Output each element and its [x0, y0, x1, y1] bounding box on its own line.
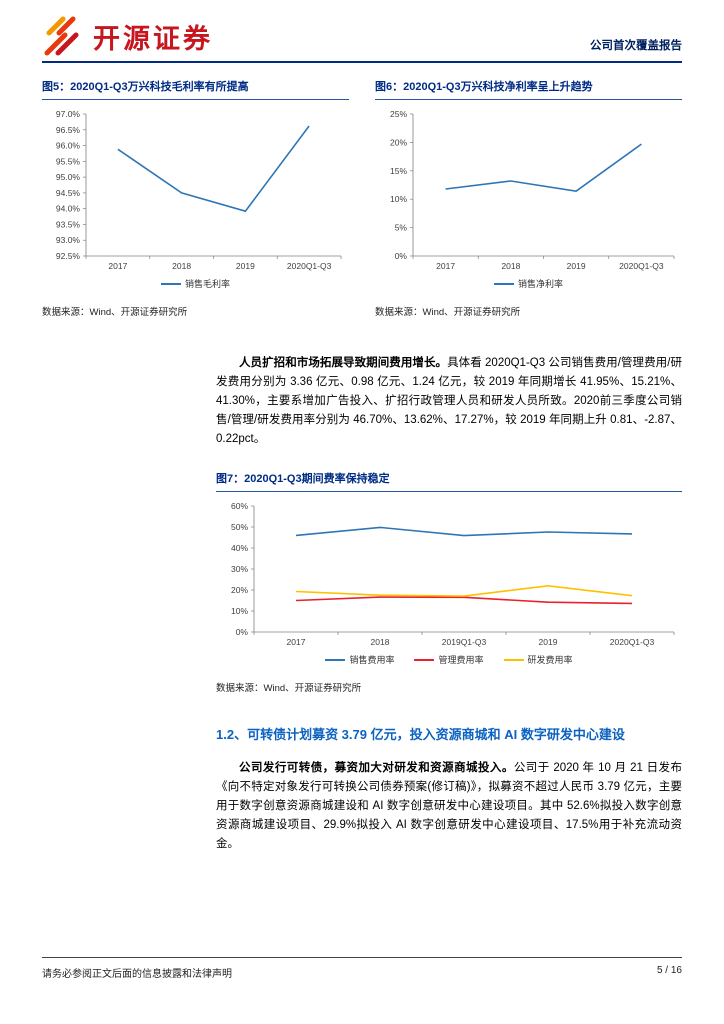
svg-text:2018: 2018 [501, 261, 520, 271]
svg-text:5%: 5% [395, 223, 408, 233]
svg-text:96.0%: 96.0% [56, 141, 81, 151]
paragraph-expenses: 人员扩招和市场拓展导致期间费用增长。具体看 2020Q1-Q3 公司销售费用/管… [216, 354, 682, 449]
footer-disclaimer: 请务必参阅正文后面的信息披露和法律声明 [42, 969, 232, 980]
paragraph-convertible-bond-lead: 公司发行可转债，募资加大对研发和资源商城投入。 [239, 762, 514, 774]
section-title-1-2: 1.2、可转债计划募资 3.79 亿元，投入资源商城和 AI 数字研发中心建设 [216, 727, 625, 742]
legend-item: 销售毛利率 [160, 277, 230, 290]
svg-text:25%: 25% [390, 109, 407, 119]
logo-text: 开源证券 [93, 23, 213, 54]
legend-label: 销售毛利率 [184, 279, 230, 289]
svg-text:94.5%: 94.5% [56, 188, 81, 198]
svg-text:2019Q1-Q3: 2019Q1-Q3 [442, 637, 487, 647]
svg-text:93.5%: 93.5% [56, 219, 81, 229]
figure-6-title: 图6：2020Q1-Q3万兴科技净利率呈上升趋势 [375, 75, 682, 100]
legend-marker [325, 658, 346, 661]
paragraph-expenses-text: 具体看 2020Q1-Q3 公司销售费用/管理费用/研发费用分别为 3.36 亿… [216, 357, 682, 445]
page-footer: 请务必参阅正文后面的信息披露和法律声明 5 / 16 [42, 957, 682, 980]
paragraph-expenses-lead: 人员扩招和市场拓展导致期间费用增长。 [239, 357, 448, 369]
header-rule [42, 61, 682, 63]
svg-text:2019: 2019 [236, 261, 255, 271]
svg-text:2020Q1-Q3: 2020Q1-Q3 [619, 261, 664, 271]
svg-text:20%: 20% [231, 585, 248, 595]
svg-text:10%: 10% [231, 606, 248, 616]
paragraph-convertible-bond: 公司发行可转债，募资加大对研发和资源商城投入。公司于 2020 年 10 月 2… [216, 759, 682, 854]
figure-7-title: 图7：2020Q1-Q3期间费率保持稳定 [216, 467, 682, 492]
page-header: 开源证券 公司首次覆盖报告 [42, 16, 682, 56]
svg-text:2018: 2018 [172, 261, 191, 271]
figure-7-source: 数据来源：Wind、开源证券研究所 [216, 683, 362, 694]
charts-row: 图5：2020Q1-Q3万兴科技毛利率有所提高 92.5% 93.0% 93.5% 9… [42, 75, 682, 318]
logo: 开源证券 [42, 16, 213, 56]
figure-7-chart: 0% 10% 20% 30% 40% 50% 60% 2017 2018 2019Q1-Q3 201… [231, 501, 675, 647]
report-type-label: 公司首次覆盖报告 [590, 40, 682, 52]
main-text-column: 人员扩招和市场拓展导致期间费用增长。具体看 2020Q1-Q3 公司销售费用/管… [216, 354, 682, 854]
figure-6: 图6：2020Q1-Q3万兴科技净利率呈上升趋势 0% 5% 10% 15% 20% 25… [375, 75, 682, 318]
figure-6-source: 数据来源：Wind、开源证券研究所 [375, 307, 521, 318]
svg-text:2018: 2018 [371, 637, 390, 647]
svg-text:2017: 2017 [436, 261, 455, 271]
legend-label: 销售净利率 [517, 279, 563, 289]
figure-5-title: 图5：2020Q1-Q3万兴科技毛利率有所提高 [42, 75, 349, 100]
svg-text:40%: 40% [231, 543, 248, 553]
svg-text:2019: 2019 [567, 261, 586, 271]
svg-text:60%: 60% [231, 501, 248, 511]
svg-text:95.5%: 95.5% [56, 156, 81, 166]
figure-5: 图5：2020Q1-Q3万兴科技毛利率有所提高 92.5% 93.0% 93.5% 9… [42, 75, 349, 318]
svg-text:2017: 2017 [108, 261, 127, 271]
svg-text:2020Q1-Q3: 2020Q1-Q3 [610, 637, 655, 647]
figure-5-source: 数据来源：Wind、开源证券研究所 [42, 307, 188, 318]
legend-label: 销售费用率 [349, 655, 395, 665]
svg-text:0%: 0% [395, 251, 408, 261]
svg-text:97.0%: 97.0% [56, 109, 81, 119]
svg-text:20%: 20% [390, 137, 407, 147]
footer-page-number: 5 / 16 [656, 965, 682, 976]
legend-marker [414, 658, 435, 661]
legend-marker [160, 282, 181, 285]
figure-6-legend: 销售净利率 [375, 277, 682, 290]
legend-label: 研发费用率 [527, 655, 573, 665]
svg-text:10%: 10% [390, 194, 407, 204]
svg-text:30%: 30% [231, 564, 248, 574]
kaiyuan-logo-icon [44, 16, 79, 56]
legend-marker [493, 282, 514, 285]
figure-7-legend: 销售费用率 管理费用率 研发费用率 [216, 653, 682, 666]
svg-text:0%: 0% [236, 627, 249, 637]
figure-5-legend: 销售毛利率 [42, 277, 349, 290]
legend-item: 管理费用率 [414, 653, 484, 666]
figure-7: 图7：2020Q1-Q3期间费率保持稳定 0% 10% 20% 30% 40% 50% 60… [216, 467, 682, 694]
legend-item: 研发费用率 [503, 653, 573, 666]
legend-marker [503, 658, 524, 661]
legend-item: 销售费用率 [325, 653, 394, 666]
svg-text:15%: 15% [390, 166, 407, 176]
legend-item: 销售净利率 [493, 277, 563, 290]
figure-6-chart: 0% 5% 10% 15% 20% 25% 2017 2018 2019 2020Q1-Q3 [390, 109, 675, 271]
svg-text:50%: 50% [231, 522, 248, 532]
svg-text:95.0%: 95.0% [56, 172, 81, 182]
paragraph-convertible-bond-text: 公司于 2020 年 10 月 21 日发布《向不特定对象发行可转换公司债券预案… [216, 762, 682, 850]
svg-text:2019: 2019 [539, 637, 558, 647]
legend-label: 管理费用率 [438, 655, 484, 665]
svg-text:2020Q1-Q3: 2020Q1-Q3 [287, 261, 332, 271]
svg-text:2017: 2017 [287, 637, 306, 647]
svg-text:92.5%: 92.5% [56, 251, 81, 261]
svg-text:96.5%: 96.5% [56, 125, 81, 135]
svg-text:94.0%: 94.0% [56, 204, 81, 214]
svg-text:93.0%: 93.0% [56, 235, 81, 245]
figure-5-chart: 92.5% 93.0% 93.5% 94.0% 94.5% 95.0% 95.5% 96.0%… [56, 109, 342, 271]
